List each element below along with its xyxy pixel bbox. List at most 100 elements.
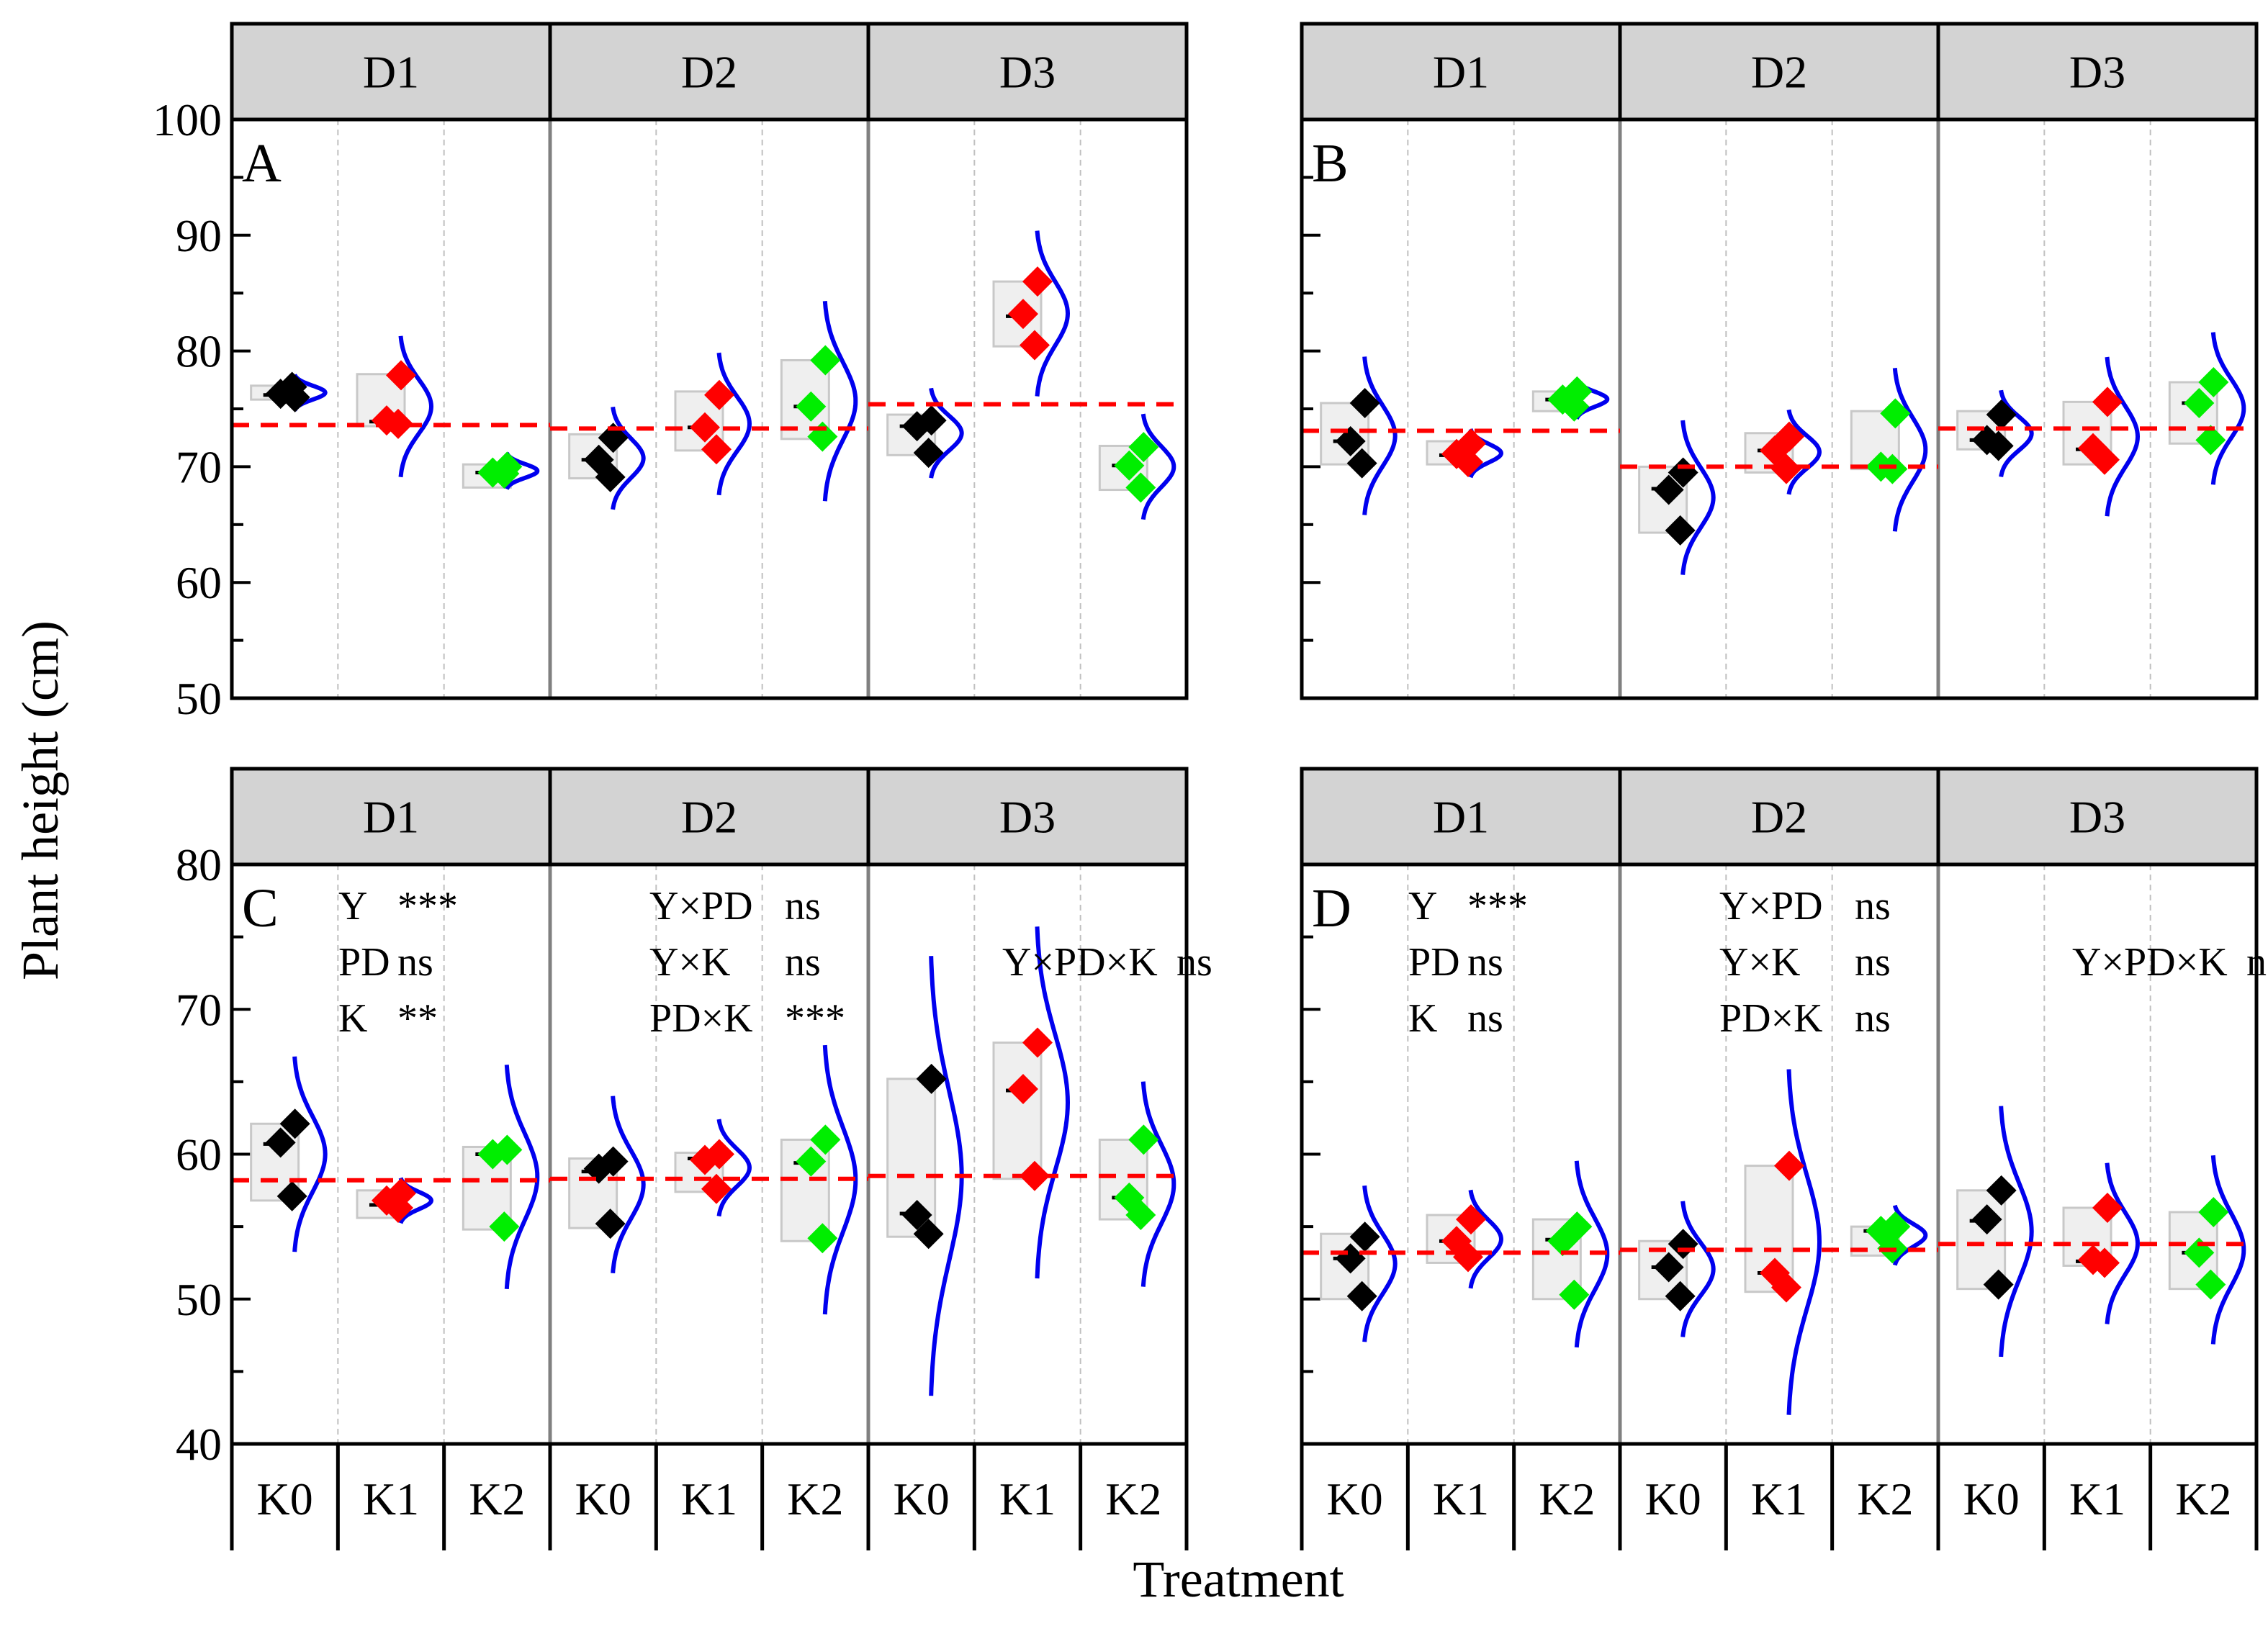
density-curve-d2-k0 — [1680, 1201, 1716, 1337]
annotation-label: Y×PD — [1719, 884, 1823, 929]
y-tick-label: 100 — [153, 94, 222, 145]
point-d3-k2 — [2184, 387, 2215, 418]
point-d3-k1 — [1020, 1160, 1050, 1191]
point-d2-k1 — [1774, 1150, 1804, 1181]
y-tick-label: 70 — [176, 441, 222, 492]
x-tick-label: K0 — [1963, 1473, 2020, 1525]
panel-letter-d: D — [1312, 878, 1351, 939]
y-tick-label: 40 — [176, 1419, 222, 1470]
y-tick-label: 50 — [176, 673, 222, 724]
header-strip-b — [1300, 22, 2259, 122]
x-tick-label: K2 — [1857, 1473, 1913, 1525]
group-label-d3: D3 — [999, 792, 1056, 843]
annotation-value: ns — [1855, 996, 1891, 1041]
density-curve-d1-k1 — [398, 335, 434, 478]
annotation-label: Y — [338, 884, 367, 929]
density-curve-d1-k0 — [292, 1056, 328, 1252]
annotation-value: ns — [1467, 996, 1503, 1041]
x-tick-label: K1 — [681, 1473, 737, 1525]
point-d1-k1 — [1456, 1204, 1486, 1235]
y-axis-title: Plant height (cm) — [12, 620, 69, 980]
annotation-value: ns — [1855, 940, 1891, 985]
point-d2-k2 — [810, 345, 841, 376]
point-d1-k1 — [1453, 1242, 1483, 1273]
density-curve-d1-k2 — [1574, 1160, 1610, 1348]
y-tick-label: 70 — [176, 984, 222, 1035]
density-curve-d3-k2 — [1140, 413, 1176, 520]
density-curve-d2-k1 — [716, 1119, 752, 1217]
x-tick-label: K2 — [469, 1473, 525, 1525]
point-d2-k2 — [807, 1223, 838, 1254]
annotation-value: *** — [397, 884, 458, 929]
annotation-value: *** — [785, 996, 845, 1041]
point-d3-k2 — [2195, 425, 2226, 456]
density-curve-d3-k2 — [2210, 1155, 2246, 1345]
point-d2-k0 — [1653, 1252, 1684, 1283]
panels: D1 D2 D3 50 60 70 80 90 100 A D1 D2 D3 B D1 D2 D3 40 50 60 7… — [153, 22, 2268, 1550]
point-d2-k0 — [595, 1209, 626, 1239]
point-d1-k0 — [1349, 1221, 1380, 1252]
annotation-value: ns — [1855, 884, 1891, 929]
point-d3-k1 — [1022, 266, 1053, 297]
point-d2-k1 — [690, 1144, 720, 1175]
density-curve-d3-k1 — [1035, 926, 1071, 1279]
annotation-label: PD×K — [1719, 996, 1823, 1041]
density-curve-d2-k0 — [611, 407, 646, 510]
point-d2-k0 — [1653, 474, 1684, 505]
group-label-d2: D2 — [1751, 792, 1807, 843]
x-tick-label: K2 — [2175, 1473, 2231, 1525]
panel-letter-c: C — [242, 878, 279, 939]
group-label-d3: D3 — [2069, 792, 2125, 843]
density-curve-d3-k0 — [1999, 1106, 2034, 1358]
plot-frame-d — [1300, 862, 2259, 1446]
density-curve-d2-k2 — [1892, 1204, 1928, 1266]
group-label-d2: D2 — [681, 47, 737, 98]
point-d3-k2 — [1125, 472, 1156, 503]
point-d3-k0 — [1983, 430, 2014, 461]
annotation-label: PD — [338, 940, 390, 985]
point-d3-k0 — [916, 1063, 947, 1094]
point-d3-k1 — [2092, 1192, 2123, 1223]
point-d3-k1 — [1008, 299, 1038, 330]
point-d3-k0 — [913, 1219, 944, 1250]
point-d2-k1 — [704, 379, 734, 410]
point-d3-k2 — [1128, 432, 1159, 463]
point-d1-k0 — [1346, 1281, 1377, 1311]
density-curve-d2-k2 — [1892, 367, 1928, 532]
x-tick-label: K0 — [894, 1473, 950, 1525]
density-curve-d2-k0 — [1680, 420, 1716, 575]
annotation-label: Y×K — [1719, 940, 1800, 985]
point-d3-k0 — [1971, 1204, 2002, 1235]
density-curve-d3-k2 — [2210, 332, 2246, 485]
point-d3-k0 — [901, 1200, 932, 1231]
point-d1-k0 — [265, 1127, 296, 1158]
point-d3-k1 — [1022, 1027, 1053, 1058]
point-d2-k2 — [1877, 453, 1908, 484]
point-d1-k0 — [1335, 426, 1366, 457]
group-label-d2: D2 — [1751, 47, 1807, 98]
x-tick-label: K2 — [1539, 1473, 1595, 1525]
point-d2-k1 — [1771, 1272, 1801, 1303]
point-d2-k2 — [796, 391, 827, 422]
point-d3-k1 — [2089, 1247, 2120, 1278]
x-tick-label: K2 — [787, 1473, 843, 1525]
density-curve-d3-k2 — [1140, 1081, 1176, 1287]
point-d3-k0 — [1986, 399, 2017, 430]
point-d2-k2 — [1880, 398, 1911, 429]
point-d1-k2 — [477, 1139, 508, 1170]
plot-frame-a — [230, 117, 1189, 700]
y-tick-label: 60 — [176, 557, 222, 608]
y-tick-label: 80 — [176, 839, 222, 890]
group-label-d3: D3 — [2069, 47, 2125, 98]
x-tick-label: K2 — [1105, 1473, 1161, 1525]
point-d3-k1 — [1020, 330, 1050, 361]
density-curve-d1-k1 — [1468, 1189, 1504, 1289]
point-d3-k0 — [901, 411, 932, 442]
point-d1-k0 — [1346, 448, 1377, 479]
point-d1-k1 — [383, 1192, 413, 1223]
point-d3-k2 — [2198, 367, 2229, 398]
density-curve-d2-k0 — [611, 1096, 646, 1274]
header-strip-a — [230, 22, 1189, 122]
